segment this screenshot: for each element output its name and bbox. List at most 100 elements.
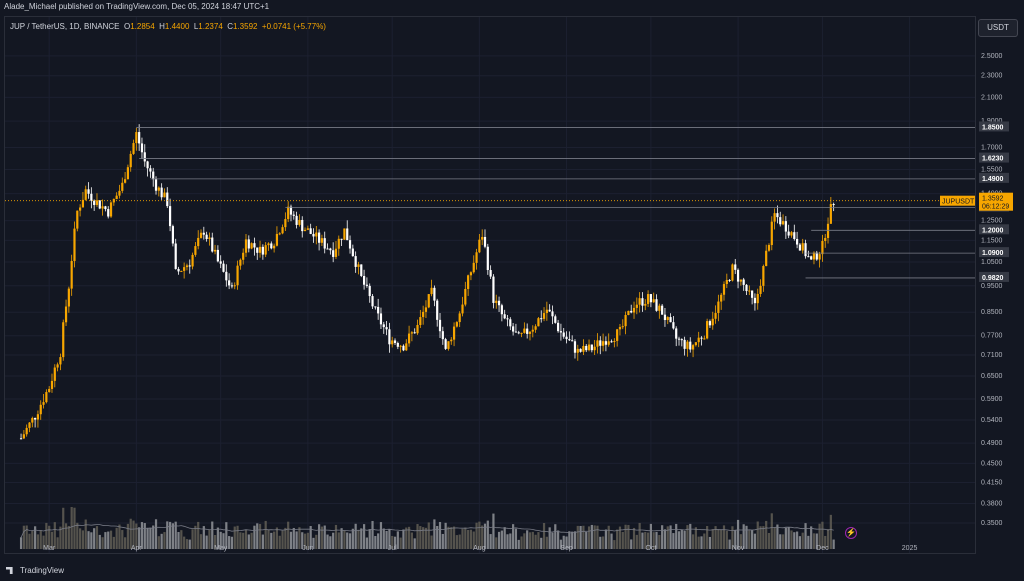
volume-bar <box>703 533 706 549</box>
countdown-value: 06:12:29 <box>982 204 1009 211</box>
lightning-icon[interactable]: ⚡ <box>845 527 857 539</box>
candle-body <box>481 236 484 240</box>
candle-body <box>388 329 391 345</box>
candle-body <box>579 348 582 352</box>
candle-body <box>781 221 785 225</box>
volume-bar <box>301 532 304 549</box>
y-tick-label: 0.7100 <box>981 352 1003 359</box>
chart-area[interactable]: JUPUSDT Mar Apr May Jun Jul Aug Sep Oct Nov Dec 202… <box>4 16 976 554</box>
candle-body <box>295 215 298 225</box>
candle-body <box>101 206 104 209</box>
level-label-bg <box>979 152 1009 163</box>
candle-body <box>410 332 413 334</box>
candle-body <box>405 343 408 351</box>
top-bar <box>0 0 1024 14</box>
volume-bar <box>486 520 489 549</box>
x-tick-label: Dec <box>816 545 829 552</box>
volume-bar <box>635 534 638 549</box>
volume-bar <box>59 526 62 549</box>
candle-body <box>734 264 737 270</box>
candle-body <box>509 319 512 327</box>
candle-body <box>571 340 574 342</box>
y-tick-label: 1.0500 <box>981 259 1003 266</box>
volume-bar <box>492 513 495 549</box>
candle-body <box>593 346 596 351</box>
volume-bar <box>826 529 830 549</box>
volume-bar <box>247 534 250 549</box>
candle-body <box>489 270 492 277</box>
candle-body <box>67 288 70 307</box>
candle-body <box>767 245 771 251</box>
volume-bar <box>596 525 599 549</box>
volume-bar <box>107 531 110 549</box>
candle-body <box>230 285 234 287</box>
y-tick-label: 1.5500 <box>981 166 1003 173</box>
volume-bar <box>509 533 512 549</box>
candle-body <box>312 233 315 237</box>
candle-body <box>590 344 593 351</box>
volume-bar <box>382 528 385 549</box>
candle-body <box>416 325 419 334</box>
candle-body <box>554 316 557 323</box>
volume-bar <box>146 528 149 549</box>
volume-bar <box>582 525 585 549</box>
volume-bar <box>548 527 551 549</box>
candle-body <box>208 237 211 239</box>
volume-bar <box>683 530 686 549</box>
level-label: 1.6230 <box>982 156 1004 163</box>
level-label-bg <box>979 172 1009 183</box>
candle-body <box>708 321 712 326</box>
price-axis-svg: 2.50002.30002.10001.90001.70001.55001.40… <box>979 53 1013 527</box>
volume-bar <box>604 529 608 549</box>
volume-bar <box>180 530 183 549</box>
volume-bar <box>748 530 751 549</box>
volume-bar <box>168 521 172 549</box>
currency-button[interactable]: USDT <box>978 19 1018 37</box>
tradingview-logo-icon <box>6 567 13 574</box>
candle-body <box>745 284 748 292</box>
candle-body <box>357 264 360 267</box>
candle-body <box>748 290 751 292</box>
candle-body <box>365 284 369 286</box>
candle-body <box>174 243 177 269</box>
candle-body <box>531 329 534 332</box>
volume-bar <box>267 529 270 549</box>
candle-body <box>284 219 287 228</box>
level-label: 1.2000 <box>982 227 1004 234</box>
candle-body <box>818 254 821 260</box>
volume-bar <box>202 526 205 549</box>
candle-body <box>261 246 264 255</box>
volume-bar <box>160 533 163 549</box>
volume-bar <box>599 536 602 549</box>
chart-svg[interactable]: JUPUSDT Mar Apr May Jun Jul Aug Sep Oct Nov Dec 202… <box>5 17 975 553</box>
candle-body <box>433 287 436 301</box>
candle-body <box>441 331 444 340</box>
candle-body <box>233 285 236 287</box>
volume-bar <box>284 527 287 549</box>
volume-bar <box>323 525 326 549</box>
volume-bar <box>436 525 439 549</box>
candle-body <box>523 328 526 333</box>
volume-bar <box>357 529 360 549</box>
volume-bar <box>388 529 391 549</box>
price-axis[interactable]: 2.50002.30002.10001.90001.70001.55001.40… <box>977 16 1024 554</box>
volume-bar <box>109 530 113 549</box>
price-tag-symbol-text: JUPUSDT <box>942 199 975 206</box>
volume-bar <box>213 534 217 549</box>
volume-bar <box>571 531 574 549</box>
volume-bar <box>517 539 520 549</box>
candle-body <box>770 221 773 246</box>
volume-bar <box>368 529 371 549</box>
candle-body <box>129 153 132 168</box>
y-tick-label: 1.1500 <box>981 237 1003 244</box>
x-tick-label: Nov <box>732 545 745 552</box>
candle-body <box>59 357 62 365</box>
candle-body <box>821 240 824 255</box>
volume-bar <box>261 534 264 549</box>
volume-bar <box>677 531 681 549</box>
candle-body <box>717 301 720 314</box>
price-tag-symbol: JUPUSDT <box>940 195 975 206</box>
volume-bar <box>815 533 818 549</box>
brand-text: TradingView <box>20 566 65 575</box>
volume-bar <box>126 523 130 549</box>
